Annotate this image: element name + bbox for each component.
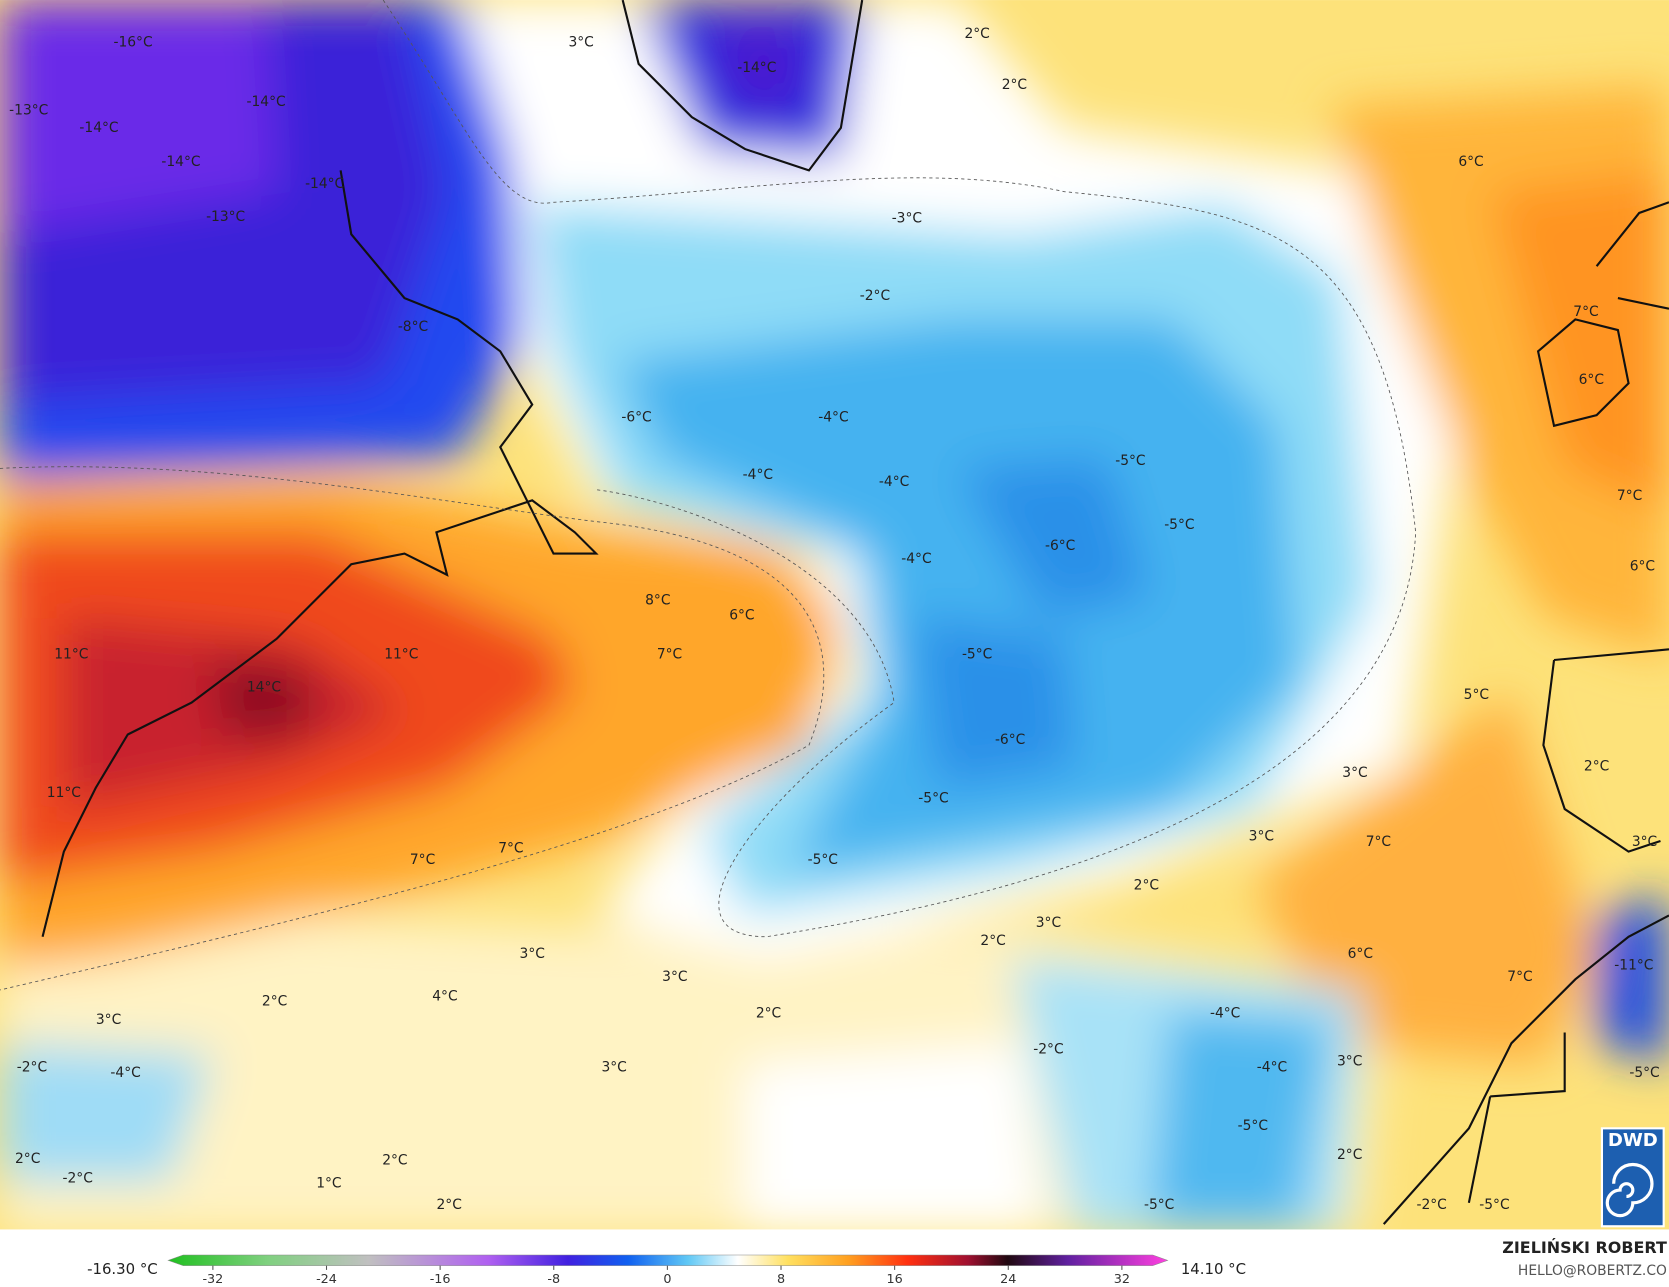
temperature-label: -2°C <box>860 288 890 304</box>
temperature-label: -13°C <box>9 103 48 119</box>
temperature-label: 2°C <box>1002 77 1027 93</box>
temperature-label: 11°C <box>47 785 81 801</box>
temperature-label: 7°C <box>1573 304 1598 320</box>
temperature-label: -4°C <box>818 409 848 425</box>
temperature-label: -4°C <box>1210 1005 1240 1021</box>
temperature-label: 2°C <box>756 1005 781 1021</box>
colorbar-tick-label: 8 <box>777 1272 785 1287</box>
temperature-label: -14°C <box>161 154 200 170</box>
temperature-label: 1°C <box>316 1176 341 1192</box>
temperature-label: -14°C <box>247 94 286 110</box>
temperature-label: 5°C <box>1464 687 1489 703</box>
map-field: -16°C 3°C -14°C 2°C 2°C -13°C -14°C -14°C -14°C -… <box>0 0 1669 1230</box>
temperature-label: -4°C <box>743 467 773 483</box>
temperature-label: -5°C <box>1479 1197 1509 1213</box>
temperature-label: -6°C <box>1045 538 1075 554</box>
author: ZIELIŃSKI ROBERT <box>1502 1238 1667 1257</box>
temperature-label: 2°C <box>964 26 989 42</box>
temperature-label: 2°C <box>1584 758 1609 774</box>
temperature-label: -14°C <box>305 176 344 192</box>
colorbar-tick-label: 32 <box>1114 1272 1130 1287</box>
temperature-label: 2°C <box>436 1197 461 1213</box>
temperature-label: -5°C <box>918 790 948 806</box>
colorbar-tick-label: -24 <box>316 1272 337 1287</box>
temperature-label: 6°C <box>729 607 754 623</box>
colorbar: -32 -24 -16 -8 0 8 16 24 32 <box>167 1254 1169 1287</box>
min-label: -16.30 °C <box>87 1260 158 1278</box>
temperature-label: 3°C <box>520 946 545 962</box>
temperature-label: -14°C <box>79 120 118 136</box>
temperature-label: 7°C <box>657 647 682 663</box>
temperature-label: -3°C <box>892 210 922 226</box>
temperature-label: -5°C <box>1164 517 1194 533</box>
temperature-label: 7°C <box>498 840 523 856</box>
temperature-label: 3°C <box>96 1012 121 1028</box>
temperature-label: -5°C <box>1629 1065 1659 1081</box>
temperature-label: -8°C <box>398 319 428 335</box>
temperature-label: -2°C <box>1033 1042 1063 1058</box>
temperature-label: -2°C <box>1416 1197 1446 1213</box>
temperature-label: -14°C <box>737 60 776 76</box>
temperature-label: 3°C <box>1036 915 1061 931</box>
colorbar-tick-label: 24 <box>1000 1272 1016 1287</box>
contact: HELLO@ROBERTZ.CO <box>1518 1263 1667 1279</box>
temperature-label: 2°C <box>980 933 1005 949</box>
temperature-label: 3°C <box>601 1060 626 1076</box>
temperature-label: -4°C <box>1257 1060 1287 1076</box>
temperature-label: 3°C <box>662 969 687 985</box>
temperature-label: 14°C <box>247 680 281 696</box>
temperature-label: -11°C <box>1614 957 1653 973</box>
temperature-label: 3°C <box>1632 834 1657 850</box>
colorbar-tick-label: -8 <box>547 1272 560 1287</box>
coastlines <box>41 0 1669 1225</box>
colorbar-tick-label: 16 <box>887 1272 903 1287</box>
dwd-logo: DWD <box>1600 1127 1665 1228</box>
temperature-label: -5°C <box>808 852 838 868</box>
temperature-label: 7°C <box>1617 488 1642 504</box>
temperature-label: 2°C <box>1134 878 1159 894</box>
temperature-label: 6°C <box>1458 154 1483 170</box>
temperature-label: -6°C <box>621 409 651 425</box>
temperature-label: 8°C <box>645 592 670 608</box>
temperature-label: -4°C <box>901 551 931 567</box>
temperature-label: 4°C <box>432 988 457 1004</box>
colorbar-tick-label: -32 <box>202 1272 223 1287</box>
temperature-label: 2°C <box>1337 1147 1362 1163</box>
temperature-labels: -16°C 3°C -14°C 2°C 2°C -13°C -14°C -14°C -14°C -… <box>9 26 1660 1213</box>
temperature-label: -5°C <box>962 647 992 663</box>
temperature-label: 6°C <box>1579 372 1604 388</box>
colorbar-tick-label: 0 <box>663 1272 671 1287</box>
temperature-label: 2°C <box>382 1152 407 1168</box>
temperature-label: 7°C <box>1507 969 1532 985</box>
temperature-label: -4°C <box>879 474 909 490</box>
temperature-label: -13°C <box>206 209 245 225</box>
temperature-label: 7°C <box>1366 834 1391 850</box>
colorbar-tick-label: -16 <box>430 1272 451 1287</box>
temperature-label: -5°C <box>1115 453 1145 469</box>
temperature-label: 2°C <box>15 1151 40 1167</box>
isotherms <box>0 0 1417 991</box>
temperature-label: -2°C <box>17 1060 47 1076</box>
temperature-label: -5°C <box>1238 1118 1268 1134</box>
temperature-label: 2°C <box>262 994 287 1010</box>
temperature-label: 6°C <box>1630 558 1655 574</box>
temperature-label: -2°C <box>63 1170 93 1186</box>
max-label: 14.10 °C <box>1181 1260 1246 1278</box>
temperature-label: 7°C <box>410 852 435 868</box>
temperature-label: 3°C <box>1342 765 1367 781</box>
temperature-label: -16°C <box>113 35 152 51</box>
temperature-label: 11°C <box>384 647 418 663</box>
temperature-label: 3°C <box>1337 1053 1362 1069</box>
temperature-label: 11°C <box>54 647 88 663</box>
temperature-label: -4°C <box>110 1065 140 1081</box>
temperature-label: 3°C <box>1249 829 1274 845</box>
temperature-label: 3°C <box>568 35 593 51</box>
temperature-label: -6°C <box>995 732 1025 748</box>
temperature-label: -5°C <box>1144 1197 1174 1213</box>
temperature-label: 6°C <box>1348 946 1373 962</box>
logo-text: DWD <box>1608 1130 1658 1151</box>
